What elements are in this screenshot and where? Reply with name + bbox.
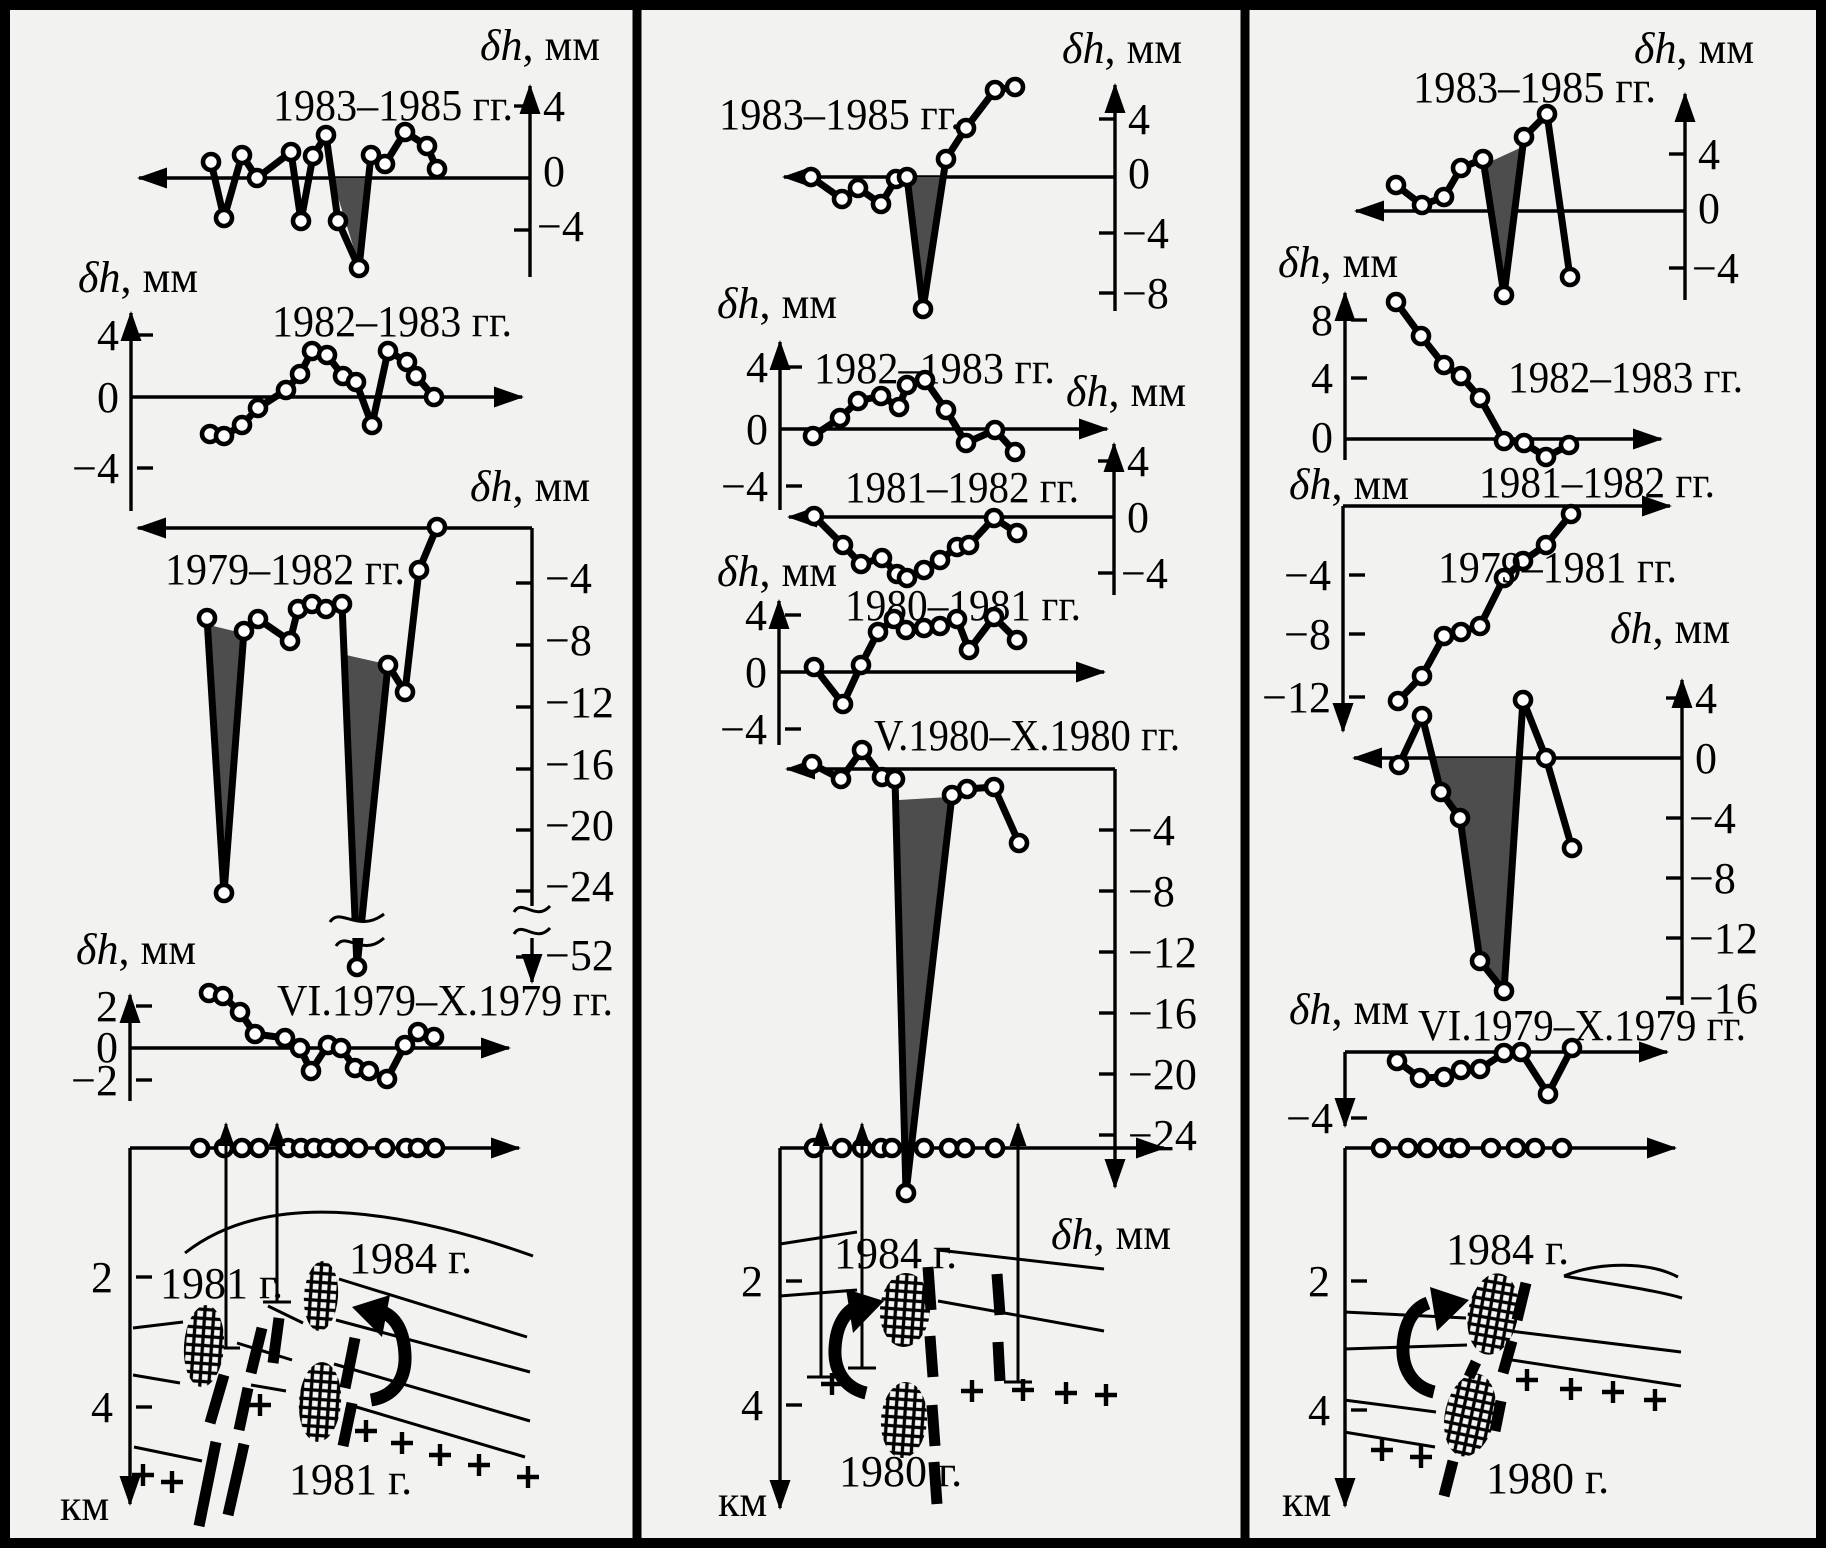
svg-text:0: 0 (1128, 149, 1150, 198)
svg-text:1982–1983 гг.: 1982–1983 гг. (272, 297, 512, 346)
svg-text:4: 4 (97, 311, 119, 360)
svg-text:1983–1985 гг.: 1983–1985 гг. (1413, 63, 1656, 112)
svg-text:−4: −4 (72, 444, 119, 493)
svg-text:−16: −16 (1128, 989, 1197, 1038)
svg-text:8: 8 (1311, 296, 1333, 345)
svg-text:−8: −8 (1128, 867, 1175, 916)
svg-text:δh, мм: δh, мм (1634, 24, 1754, 73)
svg-text:−4: −4 (1128, 806, 1175, 855)
svg-text:δh, мм: δh, мм (1289, 460, 1409, 509)
svg-text:1984 г.: 1984 г. (349, 1234, 472, 1283)
svg-text:2: 2 (96, 982, 118, 1031)
svg-text:4: 4 (745, 591, 767, 640)
svg-text:1981 г.: 1981 г. (289, 1455, 412, 1504)
svg-text:VI.1979–X.1979 гг.: VI.1979–X.1979 гг. (1418, 1001, 1746, 1050)
svg-text:−4: −4 (1689, 794, 1736, 843)
svg-text:δh, мм: δh, мм (1289, 985, 1409, 1034)
svg-text:0: 0 (746, 405, 768, 454)
svg-text:км: км (718, 1477, 767, 1526)
svg-text:1981 г.: 1981 г. (160, 1259, 283, 1308)
svg-text:4: 4 (1127, 437, 1149, 486)
svg-text:1979–1982 гг.: 1979–1982 гг. (165, 545, 405, 594)
svg-text:1983–1985 гг.: 1983–1985 гг. (719, 90, 961, 139)
svg-text:δh, мм: δh, мм (470, 462, 590, 511)
svg-text:0: 0 (1695, 734, 1717, 783)
svg-text:1979–1981 гг.: 1979–1981 гг. (1438, 543, 1677, 592)
svg-text:1981–1982 гг.: 1981–1982 гг. (1479, 458, 1715, 507)
svg-text:2: 2 (91, 1253, 113, 1302)
svg-text:δh, мм: δh, мм (1062, 24, 1182, 73)
svg-text:−16: −16 (545, 740, 614, 789)
svg-text:0: 0 (543, 147, 565, 196)
svg-text:2: 2 (741, 1257, 763, 1306)
svg-text:1982–1983 гг.: 1982–1983 гг. (1508, 353, 1743, 402)
svg-text:1984 г.: 1984 г. (1446, 1225, 1569, 1274)
svg-text:δh, мм: δh, мм (717, 279, 837, 328)
svg-text:δh, мм: δh, мм (1278, 238, 1398, 287)
svg-text:−16: −16 (1689, 974, 1758, 1023)
svg-text:4: 4 (91, 1383, 113, 1432)
svg-text:−4: −4 (1692, 244, 1739, 293)
svg-text:−52: −52 (545, 931, 614, 980)
svg-text:−20: −20 (1128, 1050, 1197, 1099)
svg-text:1980–1981 гг.: 1980–1981 гг. (845, 581, 1081, 630)
svg-text:VI.1979–X.1979 гг.: VI.1979–X.1979 гг. (277, 976, 613, 1025)
svg-text:0: 0 (1698, 184, 1720, 233)
svg-text:−8: −8 (1122, 269, 1169, 318)
svg-text:δh, мм: δh, мм (76, 925, 196, 974)
svg-text:1980 г.: 1980 г. (839, 1447, 962, 1496)
svg-text:−4: −4 (720, 705, 767, 754)
svg-text:−12: −12 (1128, 928, 1197, 977)
svg-text:δh, мм: δh, мм (78, 253, 198, 302)
svg-text:−4: −4 (537, 202, 584, 251)
svg-text:−2: −2 (71, 1056, 118, 1105)
svg-text:1981–1982 гг.: 1981–1982 гг. (845, 463, 1079, 512)
svg-text:4: 4 (1695, 674, 1717, 723)
svg-text:0: 0 (745, 648, 767, 697)
svg-text:0: 0 (96, 1023, 118, 1072)
svg-text:−4: −4 (1122, 209, 1169, 258)
svg-text:4: 4 (1308, 1386, 1330, 1435)
svg-text:0: 0 (97, 373, 119, 422)
svg-text:км: км (1282, 1477, 1331, 1526)
svg-text:−8: −8 (1689, 854, 1736, 903)
svg-text:−8: −8 (1284, 610, 1331, 659)
svg-text:V.1980–X.1980 гг.: V.1980–X.1980 гг. (874, 711, 1180, 760)
svg-text:4: 4 (543, 82, 565, 131)
svg-text:1980 г.: 1980 г. (1486, 1454, 1609, 1503)
svg-text:4: 4 (1698, 130, 1720, 179)
svg-text:δh, мм: δh, мм (1051, 1210, 1171, 1259)
svg-text:δh, мм: δh, мм (1066, 367, 1186, 416)
svg-text:−4: −4 (1284, 551, 1331, 600)
svg-text:δh, мм: δh, мм (1610, 604, 1730, 653)
svg-text:−12: −12 (545, 678, 614, 727)
svg-text:−4: −4 (545, 554, 592, 603)
svg-text:−12: −12 (1689, 914, 1758, 963)
svg-text:4: 4 (1311, 354, 1333, 403)
svg-text:−4: −4 (721, 462, 768, 511)
svg-text:1983–1985 гг.: 1983–1985 гг. (273, 81, 513, 130)
svg-text:4: 4 (746, 343, 768, 392)
svg-text:км: км (60, 1481, 109, 1530)
svg-text:4: 4 (1128, 95, 1150, 144)
svg-text:−8: −8 (545, 616, 592, 665)
svg-text:0: 0 (1311, 413, 1333, 462)
svg-text:δh, мм: δh, мм (717, 547, 837, 596)
svg-text:−24: −24 (545, 862, 614, 911)
svg-text:−20: −20 (545, 801, 614, 850)
svg-text:−12: −12 (1262, 673, 1331, 722)
svg-text:1982–1983 гг.: 1982–1983 гг. (814, 344, 1055, 393)
svg-text:0: 0 (1127, 493, 1149, 542)
svg-text:−4: −4 (1121, 549, 1168, 598)
svg-text:2: 2 (1308, 1257, 1330, 1306)
svg-text:δh, мм: δh, мм (480, 21, 600, 70)
svg-text:4: 4 (741, 1381, 763, 1430)
svg-text:1984 г.: 1984 г. (834, 1229, 957, 1278)
svg-text:−24: −24 (1128, 1111, 1197, 1160)
svg-text:−4: −4 (1286, 1094, 1333, 1143)
